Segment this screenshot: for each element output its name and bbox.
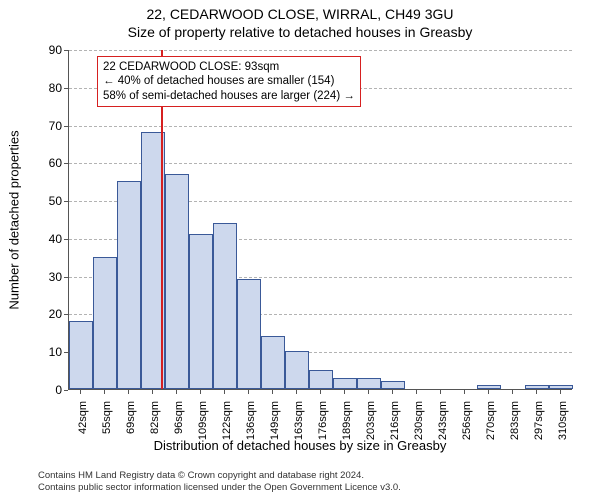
x-tick-label: 216sqm [389,401,401,441]
x-tick-label: 297sqm [533,401,545,441]
x-tick-label: 203sqm [365,401,377,441]
x-tick-label: 96sqm [173,401,185,441]
histogram-bar [213,223,237,389]
x-tick-mark [512,390,513,394]
y-tick-label: 10 [32,345,62,359]
y-tick-label: 0 [32,383,62,397]
x-tick-label: 109sqm [197,401,209,441]
histogram-bar [309,370,333,389]
x-axis-label: Distribution of detached houses by size … [0,438,600,453]
footer-line-1: Contains HM Land Registry data © Crown c… [38,470,401,482]
histogram-bar [237,279,261,389]
histogram-bar [189,234,213,389]
x-tick-mark [536,390,537,394]
annotation-line: 58% of semi-detached houses are larger (… [103,89,355,103]
x-tick-mark [128,390,129,394]
x-tick-label: 283sqm [509,401,521,441]
x-tick-mark [344,390,345,394]
x-tick-label: 270sqm [485,401,497,441]
y-tick-label: 20 [32,307,62,321]
x-tick-mark [320,390,321,394]
footer-attribution: Contains HM Land Registry data © Crown c… [38,470,401,494]
x-tick-label: 136sqm [245,401,257,441]
histogram-bar [357,378,381,389]
histogram-bar [93,257,117,389]
gridline [69,126,572,127]
x-tick-label: 189sqm [341,401,353,441]
histogram-bar [285,351,309,389]
x-tick-mark [152,390,153,394]
x-tick-label: 230sqm [413,401,425,441]
x-tick-mark [560,390,561,394]
annotation-line: 22 CEDARWOOD CLOSE: 93sqm [103,60,355,74]
x-tick-mark [176,390,177,394]
x-tick-mark [80,390,81,394]
x-tick-mark [272,390,273,394]
x-tick-label: 243sqm [437,401,449,441]
x-tick-label: 55sqm [101,401,113,441]
y-tick-label: 70 [32,119,62,133]
x-tick-label: 149sqm [269,401,281,441]
x-tick-mark [440,390,441,394]
x-tick-label: 163sqm [293,401,305,441]
y-tick-label: 40 [32,232,62,246]
histogram-bar [69,321,93,389]
footer-line-2: Contains public sector information licen… [38,482,401,494]
x-tick-label: 82sqm [149,401,161,441]
histogram-bar [477,385,501,389]
title-line-2: Size of property relative to detached ho… [0,24,600,40]
x-tick-label: 69sqm [125,401,137,441]
histogram-bar [261,336,285,389]
y-tick-label: 90 [32,43,62,57]
x-tick-label: 176sqm [317,401,329,441]
y-tick-label: 50 [32,194,62,208]
title-line-1: 22, CEDARWOOD CLOSE, WIRRAL, CH49 3GU [0,6,600,22]
y-tick-label: 30 [32,270,62,284]
x-tick-mark [248,390,249,394]
x-tick-mark [392,390,393,394]
x-tick-mark [296,390,297,394]
chart-container: 22, CEDARWOOD CLOSE, WIRRAL, CH49 3GU Si… [0,0,600,500]
y-tick-label: 60 [32,156,62,170]
x-tick-label: 256sqm [461,401,473,441]
x-tick-label: 42sqm [77,401,89,441]
x-tick-mark [104,390,105,394]
annotation-line: ← 40% of detached houses are smaller (15… [103,74,355,88]
x-tick-label: 122sqm [221,401,233,441]
histogram-bar [525,385,549,389]
gridline [69,50,572,51]
histogram-bar [333,378,357,389]
histogram-bar [381,381,405,389]
x-tick-mark [464,390,465,394]
x-tick-mark [488,390,489,394]
histogram-bar [117,181,141,389]
annotation-box: 22 CEDARWOOD CLOSE: 93sqm← 40% of detach… [97,56,361,107]
x-tick-label: 310sqm [557,401,569,441]
histogram-bar [549,385,573,389]
y-axis-label: Number of detached properties [7,130,22,309]
y-tick-mark [64,390,68,391]
x-tick-mark [224,390,225,394]
x-tick-mark [200,390,201,394]
histogram-bar [165,174,189,389]
x-tick-mark [368,390,369,394]
y-tick-label: 80 [32,81,62,95]
x-tick-mark [416,390,417,394]
